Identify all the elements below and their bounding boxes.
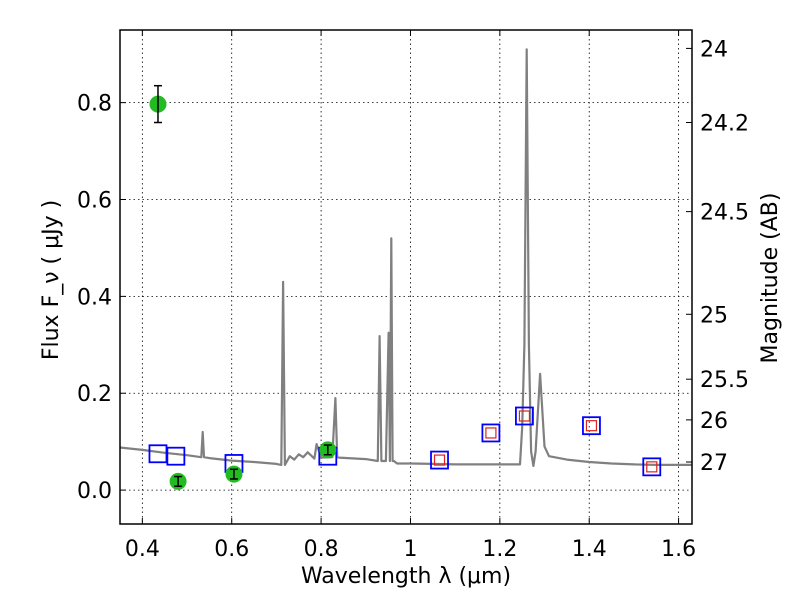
y-tick-label: 0.4 — [77, 285, 112, 310]
right-tick-label: 24.5 — [700, 201, 749, 226]
y-tick-label: 0.2 — [77, 382, 112, 407]
points-layer — [148, 84, 662, 490]
right-tick-label: 26 — [700, 409, 728, 434]
right-tick-label: 24 — [700, 37, 728, 62]
spectrum-line — [119, 48, 692, 467]
model-square — [515, 406, 534, 426]
x-tick-label: 1.4 — [572, 537, 607, 562]
x-tick-label: 1.6 — [661, 537, 696, 562]
model-inner-square — [433, 454, 446, 466]
x-tick-label: 0.8 — [304, 537, 339, 562]
x-tick-label: 1 — [403, 537, 417, 562]
right-tick-label: 27 — [700, 451, 728, 476]
x-tick-label: 0.6 — [214, 537, 249, 562]
right-tick-label: 25.5 — [700, 368, 749, 393]
spectrum-layer — [119, 48, 692, 467]
grid — [120, 30, 692, 524]
model-square — [481, 423, 501, 443]
right-tick-label: 25 — [700, 303, 728, 328]
model-inner-square — [518, 410, 531, 422]
plot-frame — [119, 29, 693, 525]
y-tick-label: 0.8 — [77, 92, 112, 117]
model-square — [582, 416, 601, 436]
y-tick-label: 0.0 — [77, 479, 112, 504]
model-square — [166, 446, 186, 466]
ticks-layer: 0.4 0.6 0.8 1 1.2 1.4 1.6 0.0 0.2 0.4 0.6 0.8 24 24.2… — [77, 30, 749, 562]
right-tick-label: 24.2 — [700, 112, 749, 137]
model-square — [430, 450, 449, 470]
model-square — [642, 457, 662, 477]
x-tick-label: 0.4 — [125, 537, 160, 562]
y-axis-label: Flux F_ν ( μJy ) — [39, 200, 64, 360]
x-tick-label: 1.2 — [482, 537, 517, 562]
y-tick-label: 0.6 — [77, 189, 112, 214]
right-axis-label: Magnitude (AB) — [758, 193, 783, 364]
model-inner-square — [585, 420, 598, 432]
x-axis-label: Wavelength λ (μm) — [301, 564, 511, 589]
model-inner-square — [485, 427, 497, 439]
model-inner-square — [646, 461, 658, 473]
